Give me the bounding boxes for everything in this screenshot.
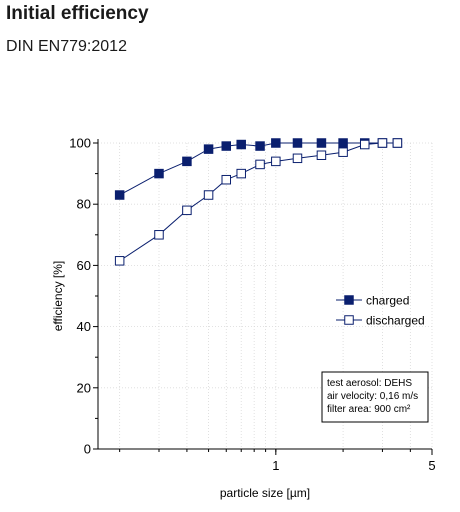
data-point-charged [114, 190, 125, 200]
data-point-discharged [338, 147, 348, 157]
annotation-line: air velocity: 0,16 m/s [327, 391, 418, 402]
data-point-charged [182, 156, 192, 167]
page-title: Initial efficiency [6, 3, 149, 24]
data-point-charged [338, 138, 348, 148]
y-tick-label: 0 [84, 442, 91, 457]
y-tick-label: 100 [69, 136, 91, 151]
y-tick-label: 40 [77, 319, 91, 334]
legend-marker-charged [344, 295, 354, 305]
annotation-line: filter area: 900 cm² [327, 404, 411, 415]
data-point-discharged [236, 168, 246, 179]
data-point-charged [203, 144, 214, 154]
y-axis-label: efficiency [%] [51, 261, 65, 331]
annotation-line: test aerosol: DEHS [327, 378, 412, 389]
page-subtitle: DIN EN779:2012 [6, 38, 127, 55]
data-point-discharged [255, 159, 265, 170]
data-point-charged [255, 141, 265, 151]
data-point-charged [221, 141, 232, 151]
y-tick-label: 80 [77, 197, 91, 212]
data-point-discharged [359, 139, 370, 150]
data-point-discharged [392, 138, 403, 148]
x-tick-label: 1 [272, 458, 279, 473]
data-point-discharged [271, 156, 281, 167]
annotation-box [321, 371, 429, 423]
legend-label-discharged: discharged [366, 314, 425, 328]
data-point-discharged [154, 230, 164, 240]
legend-marker-discharged [344, 315, 354, 325]
data-point-charged [236, 139, 246, 150]
data-point-charged [316, 138, 327, 148]
x-tick-label: 5 [428, 458, 435, 473]
data-point-discharged [292, 153, 303, 164]
data-point-discharged [221, 174, 232, 185]
data-point-discharged [316, 150, 327, 160]
data-point-discharged [203, 190, 214, 200]
x-axis-label: particle size [µm] [220, 486, 310, 500]
y-tick-label: 20 [77, 380, 91, 395]
legend-label-charged: charged [366, 294, 409, 308]
y-tick-label: 60 [77, 258, 91, 273]
data-point-discharged [182, 205, 192, 216]
data-point-charged [271, 138, 281, 148]
data-point-charged [154, 168, 164, 179]
data-point-discharged [114, 256, 125, 266]
data-point-charged [292, 138, 303, 148]
data-point-discharged [377, 138, 388, 148]
